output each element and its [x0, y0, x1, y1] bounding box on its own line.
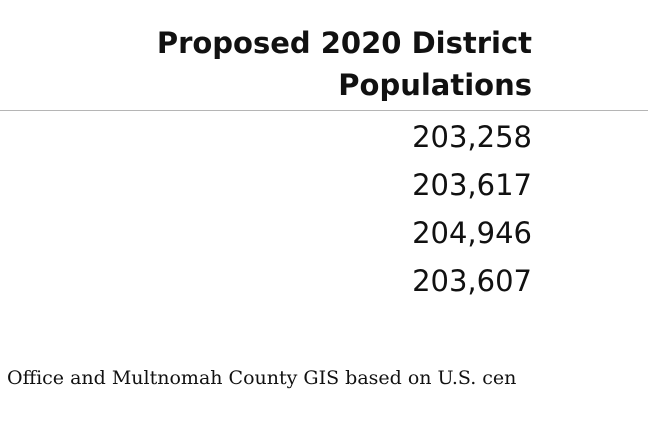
source-note: 's Office and Multnomah County GIS based… [0, 367, 517, 389]
column-header-line-1: Proposed 2020 District [156, 26, 532, 60]
population-value: 203,607 [412, 264, 532, 298]
population-value: 203,617 [412, 168, 532, 202]
population-table: Proposed 2020 District Populations 203,2… [0, 22, 648, 305]
population-value: 203,258 [412, 120, 532, 154]
population-value: 204,946 [412, 216, 532, 250]
population-values: 203,258 203,617 204,946 203,607 [412, 113, 532, 305]
column-header: Proposed 2020 District Populations [157, 22, 532, 106]
header-divider [0, 110, 648, 111]
column-header-line-2: Populations [338, 68, 532, 102]
